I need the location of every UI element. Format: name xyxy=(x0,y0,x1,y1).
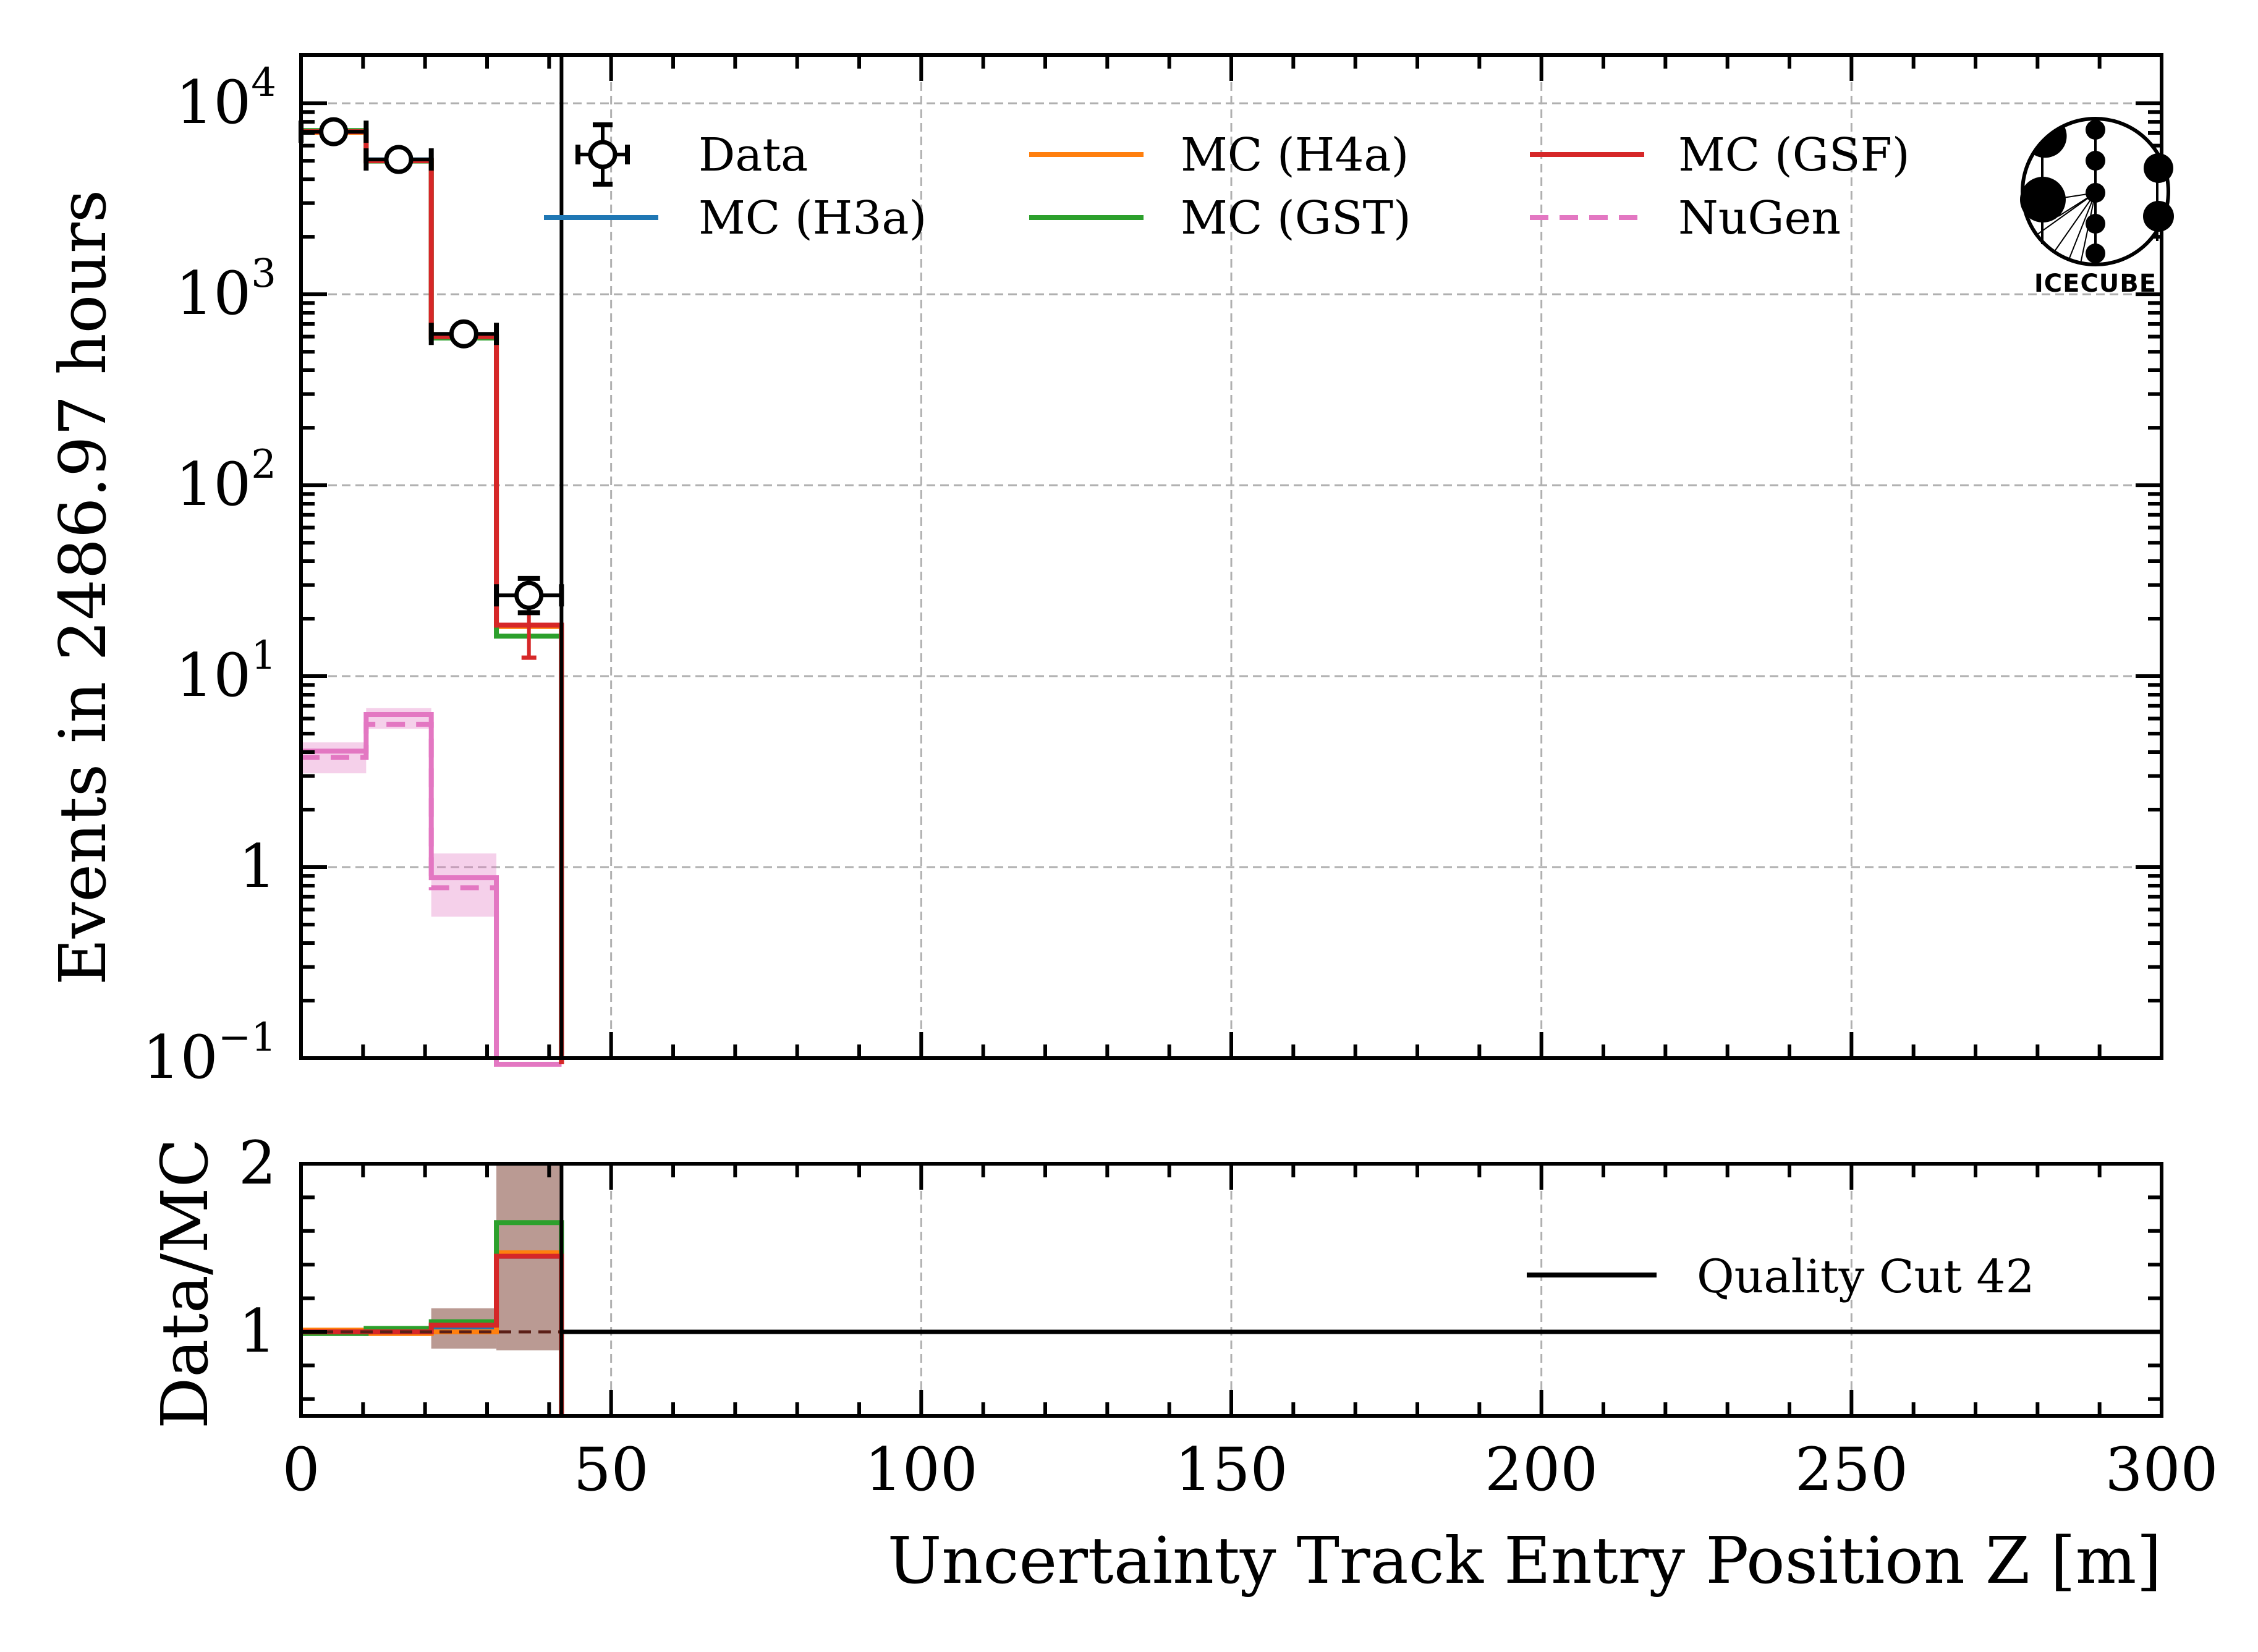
y-tick-label: 104 xyxy=(176,60,276,137)
y-tick-label: 1 xyxy=(239,832,276,901)
ratio-axes-frame xyxy=(299,1162,2163,1418)
x-tick-labels: 0 50 100 150 200 250 300 xyxy=(282,1435,2218,1504)
ratio-grid xyxy=(610,1164,1853,1416)
y-tick-base: 1 xyxy=(239,832,276,901)
x-axis-label: Uncertainty Track Entry Position Z [m] xyxy=(888,1523,2162,1598)
legend-label: Data xyxy=(698,129,808,182)
legend-label: Quality Cut 42 xyxy=(1697,1250,2035,1303)
legend-label: MC (GST) xyxy=(1181,192,1411,245)
legend-label: MC (H3a) xyxy=(698,192,927,245)
legend-data-marker xyxy=(588,140,618,169)
y-tick-base: 10 xyxy=(176,450,251,519)
logo-text: ICECUBE xyxy=(2034,269,2157,298)
icecube-logo: ICECUBE xyxy=(2020,117,2174,298)
legend-label: NuGen xyxy=(1678,192,1841,245)
data-point xyxy=(319,117,349,146)
data-point xyxy=(514,580,544,610)
y-tick-label: 102 xyxy=(176,442,276,519)
ratio-legend: Quality Cut 42 xyxy=(1527,1250,2035,1303)
data-points xyxy=(299,117,564,616)
y-axis-label: Events in 2486.97 hours xyxy=(45,190,121,986)
ratio-line-mc-gsf xyxy=(301,1253,564,1416)
x-tick-label: 250 xyxy=(1795,1435,1908,1504)
y-tick-label: 10−1 xyxy=(143,1015,277,1092)
ratio-y-tick-label: 2 xyxy=(239,1129,276,1198)
x-tick-label: 150 xyxy=(1174,1435,1288,1504)
legend-label: MC (H4a) xyxy=(1181,129,1409,182)
y-tick-label: 101 xyxy=(176,633,276,710)
series-line-nugen xyxy=(301,721,562,1067)
ratio-y-axis-label: Data/MC xyxy=(147,1138,223,1429)
y-tick-exponent: 3 xyxy=(251,251,276,297)
y-tick-base: 10 xyxy=(176,641,251,710)
main-grid xyxy=(301,55,2162,1058)
x-tick-label: 100 xyxy=(865,1435,978,1504)
ratio-y-tick-label: 1 xyxy=(239,1297,276,1366)
y-tick-exponent: 4 xyxy=(251,60,276,106)
y-tick-exponent: −1 xyxy=(218,1015,276,1061)
ratio-panel: 12 Quality Cut 42 Data/MC xyxy=(147,1129,2163,1429)
y-tick-exponent: 1 xyxy=(251,633,276,679)
data-point xyxy=(384,145,414,174)
ratio-ticks xyxy=(299,1162,2163,1416)
ratio-y-tick-labels: 12 xyxy=(239,1129,276,1366)
x-tick-label: 50 xyxy=(574,1435,649,1504)
y-tick-label: 103 xyxy=(176,251,276,328)
y-tick-exponent: 2 xyxy=(251,442,276,488)
y-tick-base: 10 xyxy=(176,259,251,328)
y-tick-base: 10 xyxy=(176,68,251,137)
main-axes-frame xyxy=(299,53,2163,1060)
data-point xyxy=(449,319,478,349)
x-tick-label: 300 xyxy=(2105,1435,2218,1504)
x-tick-label: 200 xyxy=(1485,1435,1598,1504)
nugen-uncertainty-band xyxy=(431,853,497,917)
x-tick-label: 0 xyxy=(282,1435,320,1504)
y-tick-base: 10 xyxy=(143,1023,218,1092)
legend-label: MC (GSF) xyxy=(1678,129,1910,182)
legend: Data MC (H3a) MC (H4a) MC (GST) MC (GSF) NuGe… xyxy=(544,122,1910,245)
